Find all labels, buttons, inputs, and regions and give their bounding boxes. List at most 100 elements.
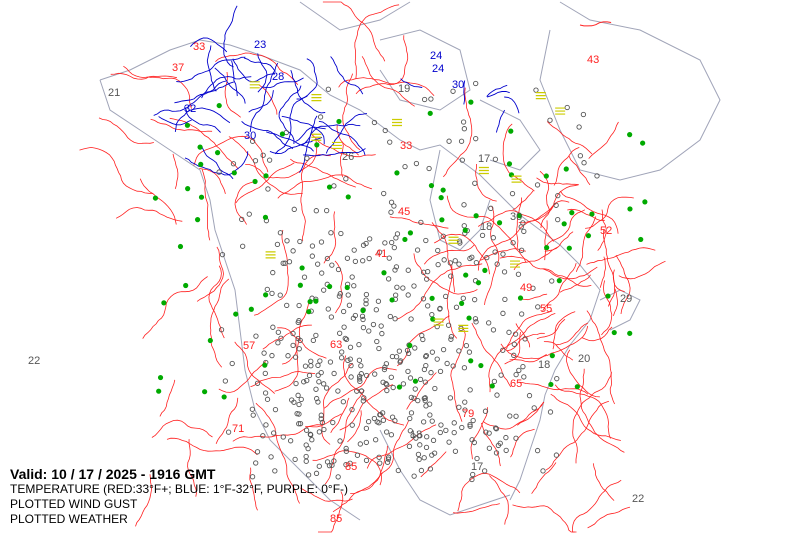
station-marker xyxy=(463,342,470,349)
station-marker xyxy=(272,406,279,413)
station-marker xyxy=(389,239,395,246)
temperature-contour-warm xyxy=(338,77,435,96)
station-marker xyxy=(338,355,345,361)
station-marker xyxy=(484,254,490,261)
temperature-contour-warm xyxy=(228,136,303,195)
station-marker xyxy=(330,419,336,426)
station-marker xyxy=(510,240,516,246)
station-marker xyxy=(376,345,382,352)
fog-symbol xyxy=(433,318,444,326)
station-marker xyxy=(363,301,369,307)
station-marker xyxy=(407,375,414,381)
station-marker xyxy=(253,333,259,339)
station-marker xyxy=(427,401,433,407)
temperature-contour-warm xyxy=(342,73,361,151)
temperature-contour-warm xyxy=(354,4,400,79)
temperature-label: 55 xyxy=(540,303,552,315)
station-marker xyxy=(458,138,465,144)
station-marker xyxy=(555,192,561,199)
station-marker xyxy=(262,390,269,396)
station-marker xyxy=(309,243,316,249)
temperature-contour-cool xyxy=(281,115,325,145)
temperature-contour-warm xyxy=(552,311,576,350)
station-marker xyxy=(435,247,441,254)
station-marker xyxy=(553,202,559,208)
rain-symbol xyxy=(207,337,213,344)
station-marker xyxy=(373,307,379,313)
station-marker xyxy=(386,255,392,261)
temperature-contour-warm xyxy=(277,327,327,359)
temperature-contour-cool xyxy=(190,37,228,53)
station-marker xyxy=(391,203,397,209)
temperature-legend: TEMPERATURE (RED:33°F+; BLUE: 1°F-32°F, … xyxy=(10,482,349,496)
station-marker xyxy=(341,324,347,330)
station-marker xyxy=(516,367,522,374)
rain-symbol xyxy=(345,194,351,200)
station-marker xyxy=(402,163,408,170)
temperature-contour-cool xyxy=(249,62,279,132)
station-marker xyxy=(460,295,466,301)
station-marker xyxy=(250,412,256,418)
station-marker xyxy=(313,386,319,392)
temperature-contour-warm xyxy=(215,52,299,86)
station-marker xyxy=(298,396,304,403)
temperature-label: 41 xyxy=(375,248,387,260)
rain-symbol xyxy=(184,122,191,128)
station-marker xyxy=(494,392,500,398)
station-marker xyxy=(352,312,359,319)
temperature-contour-warm xyxy=(187,439,197,497)
station-marker xyxy=(482,408,489,414)
station-marker xyxy=(534,447,541,454)
temperature-contour-cool xyxy=(206,45,217,92)
station-marker xyxy=(295,392,301,398)
station-marker xyxy=(303,442,309,448)
station-marker xyxy=(417,433,423,439)
station-marker xyxy=(384,387,390,394)
rain-symbol xyxy=(429,295,435,301)
station-marker xyxy=(547,117,553,123)
rain-symbol xyxy=(548,381,554,388)
rain-symbol xyxy=(194,217,201,223)
station-marker xyxy=(383,361,390,367)
temperature-contour-warm xyxy=(520,293,548,301)
temperature-contour-warm xyxy=(300,487,353,502)
station-marker xyxy=(337,330,343,336)
station-marker xyxy=(530,285,536,291)
temperature-contour-warm xyxy=(159,379,176,417)
station-marker xyxy=(270,269,276,276)
temperature-label: 26 xyxy=(342,151,354,163)
rain-symbol xyxy=(183,282,189,289)
station-marker xyxy=(450,88,456,94)
fog-symbol xyxy=(509,260,520,268)
station-marker xyxy=(456,261,462,267)
temperature-label: 30 xyxy=(452,79,464,91)
temperature-contour-warm xyxy=(321,362,354,445)
rain-symbol xyxy=(473,213,479,219)
rain-symbol xyxy=(638,236,644,243)
station-marker xyxy=(284,302,290,309)
rain-symbol xyxy=(427,110,433,116)
station-marker xyxy=(393,264,400,270)
temperature-label: 45 xyxy=(398,206,410,218)
temperature-contour-warm xyxy=(201,169,211,241)
station-marker xyxy=(406,443,413,449)
temperature-contour-warm xyxy=(512,190,534,210)
temperature-contour-warm xyxy=(249,467,258,511)
temperature-contour-warm xyxy=(542,262,577,312)
station-marker xyxy=(526,392,533,399)
station-marker xyxy=(446,138,452,144)
station-marker xyxy=(308,432,314,438)
station-marker xyxy=(391,244,397,251)
station-marker xyxy=(381,190,387,197)
temperature-contour-cool xyxy=(486,84,508,97)
station-marker xyxy=(511,352,517,358)
station-marker xyxy=(407,415,413,422)
station-marker xyxy=(351,247,357,253)
temperature-contour-warm xyxy=(518,184,579,224)
rain-symbol xyxy=(156,388,162,394)
station-marker xyxy=(323,385,330,391)
coastline xyxy=(539,1,721,181)
temperature-label: 43 xyxy=(587,54,599,66)
station-marker xyxy=(371,119,378,126)
temperature-contour-warm xyxy=(512,504,575,533)
